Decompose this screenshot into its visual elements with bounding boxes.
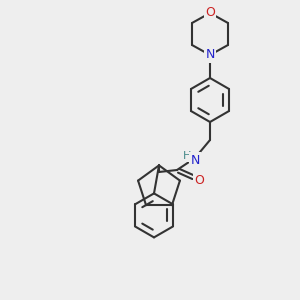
Text: N: N — [190, 154, 200, 166]
Text: N: N — [205, 49, 215, 62]
Text: H: H — [183, 151, 191, 161]
Text: O: O — [205, 7, 215, 20]
Text: O: O — [194, 173, 204, 187]
